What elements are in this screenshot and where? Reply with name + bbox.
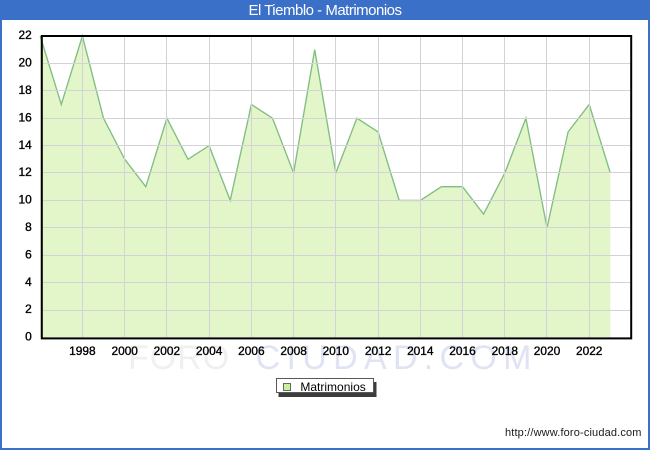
svg-text:2008: 2008 xyxy=(280,344,307,358)
svg-text:2004: 2004 xyxy=(196,344,223,358)
svg-text:10: 10 xyxy=(18,193,32,207)
svg-text:4: 4 xyxy=(25,275,32,289)
svg-text:1998: 1998 xyxy=(69,344,96,358)
svg-text:18: 18 xyxy=(18,83,32,97)
svg-text:2022: 2022 xyxy=(576,344,603,358)
svg-text:2: 2 xyxy=(25,302,32,316)
svg-text:6: 6 xyxy=(25,247,32,261)
svg-text:2012: 2012 xyxy=(365,344,392,358)
svg-text:16: 16 xyxy=(18,110,32,124)
svg-text:8: 8 xyxy=(25,220,32,234)
svg-text:2000: 2000 xyxy=(111,344,138,358)
svg-text:2018: 2018 xyxy=(492,344,519,358)
svg-text:2014: 2014 xyxy=(407,344,434,358)
svg-text:2020: 2020 xyxy=(534,344,561,358)
svg-text:2002: 2002 xyxy=(154,344,181,358)
svg-text:2006: 2006 xyxy=(238,344,265,358)
svg-text:2010: 2010 xyxy=(323,344,350,358)
svg-text:0: 0 xyxy=(25,330,32,344)
svg-text:22: 22 xyxy=(18,28,32,42)
svg-text:20: 20 xyxy=(18,56,32,70)
svg-text:12: 12 xyxy=(18,165,32,179)
svg-text:14: 14 xyxy=(18,138,32,152)
svg-text:2016: 2016 xyxy=(449,344,476,358)
